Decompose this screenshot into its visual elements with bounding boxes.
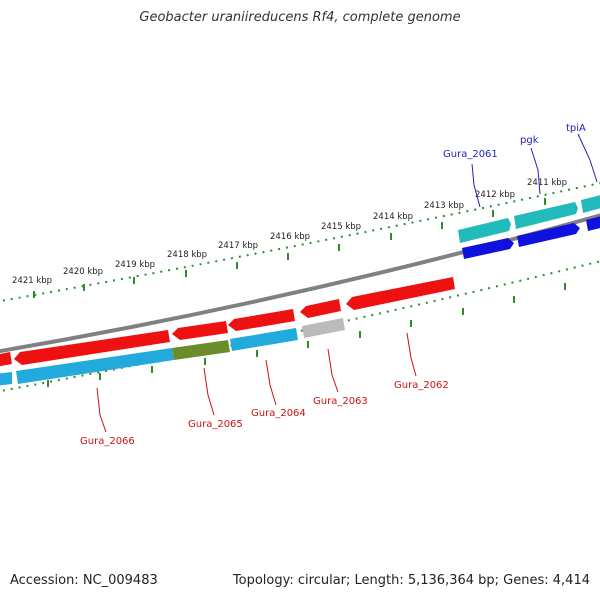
gura-2066-connector bbox=[96, 387, 107, 433]
gene-pgk[interactable] bbox=[514, 202, 578, 229]
gene-gura-2065-red[interactable] bbox=[172, 321, 228, 340]
gura-2065-label[interactable]: Gura_2065 bbox=[188, 419, 243, 430]
gene-gura-2065-olive[interactable] bbox=[172, 340, 230, 360]
gura-2063-connector bbox=[327, 348, 339, 393]
gura-2064-connector bbox=[265, 359, 277, 406]
tpia-connector bbox=[577, 133, 598, 183]
scale-label: 2420 kbp bbox=[63, 267, 103, 277]
scale-label: 2415 kbp bbox=[321, 222, 361, 232]
scale-label: 2419 kbp bbox=[115, 260, 155, 270]
gura-2064-label[interactable]: Gura_2064 bbox=[251, 408, 306, 419]
outer-scale-major-ticks bbox=[33, 198, 546, 298]
gene-gura-2066-red[interactable] bbox=[14, 330, 170, 365]
scale-label: 2413 kbp bbox=[424, 201, 464, 211]
gene-gura-2063-red[interactable] bbox=[300, 299, 341, 318]
forward-genes-teal bbox=[458, 194, 600, 243]
gene-light-left-edge[interactable] bbox=[0, 372, 12, 386]
gura-2066-label[interactable]: Gura_2066 bbox=[80, 436, 135, 447]
scale-label: 2421 kbp bbox=[12, 276, 52, 286]
gura-2062-label[interactable]: Gura_2062 bbox=[394, 380, 449, 391]
forward-genes-darkblue bbox=[462, 215, 600, 259]
gene-tpia[interactable] bbox=[581, 194, 600, 213]
map-title: Geobacter uraniireducens Rf4, complete g… bbox=[139, 10, 461, 25]
tpia-label[interactable]: tpiA bbox=[566, 123, 586, 134]
accession-text: Accession: NC_009483 bbox=[10, 573, 158, 588]
scale-label: 2411 kbp bbox=[527, 178, 567, 188]
gura-2065-connector bbox=[203, 367, 215, 416]
gene-gura-2064-blue[interactable] bbox=[230, 328, 298, 351]
gura-2062-connector bbox=[406, 332, 417, 377]
gene-pgk-blue[interactable] bbox=[517, 223, 580, 247]
scale-label: 2416 kbp bbox=[270, 232, 310, 242]
inner-scale-line bbox=[0, 260, 600, 393]
gura-2063-label[interactable]: Gura_2063 bbox=[313, 396, 368, 407]
genes-red-row bbox=[0, 277, 455, 367]
gura-2061-connector bbox=[471, 163, 481, 208]
scale-label: 2417 kbp bbox=[218, 241, 258, 251]
gene-red-left-edge[interactable] bbox=[0, 352, 12, 367]
gene-gura-2064-red[interactable] bbox=[228, 309, 295, 331]
gura-2061-label[interactable]: Gura_2061 bbox=[443, 149, 498, 160]
pgk-connector bbox=[530, 147, 541, 195]
gene-gura-2063-gray[interactable] bbox=[302, 318, 345, 338]
gene-gura-2062-red[interactable] bbox=[346, 277, 455, 310]
genes-reverse-row bbox=[0, 318, 345, 386]
gene-gura-2061[interactable] bbox=[458, 218, 511, 243]
genome-summary-text: Topology: circular; Length: 5,136,364 bp… bbox=[232, 573, 590, 588]
scale-label: 2412 kbp bbox=[475, 190, 515, 200]
gene-tpia-blue[interactable] bbox=[586, 215, 600, 231]
inner-scale-major-ticks bbox=[47, 283, 566, 387]
gene-gura-2061-blue[interactable] bbox=[462, 238, 514, 259]
gene-gura-2066-blue[interactable] bbox=[16, 348, 174, 384]
pgk-label[interactable]: pgk bbox=[520, 135, 539, 146]
scale-label: 2418 kbp bbox=[167, 250, 207, 260]
scale-label: 2414 kbp bbox=[373, 212, 413, 222]
